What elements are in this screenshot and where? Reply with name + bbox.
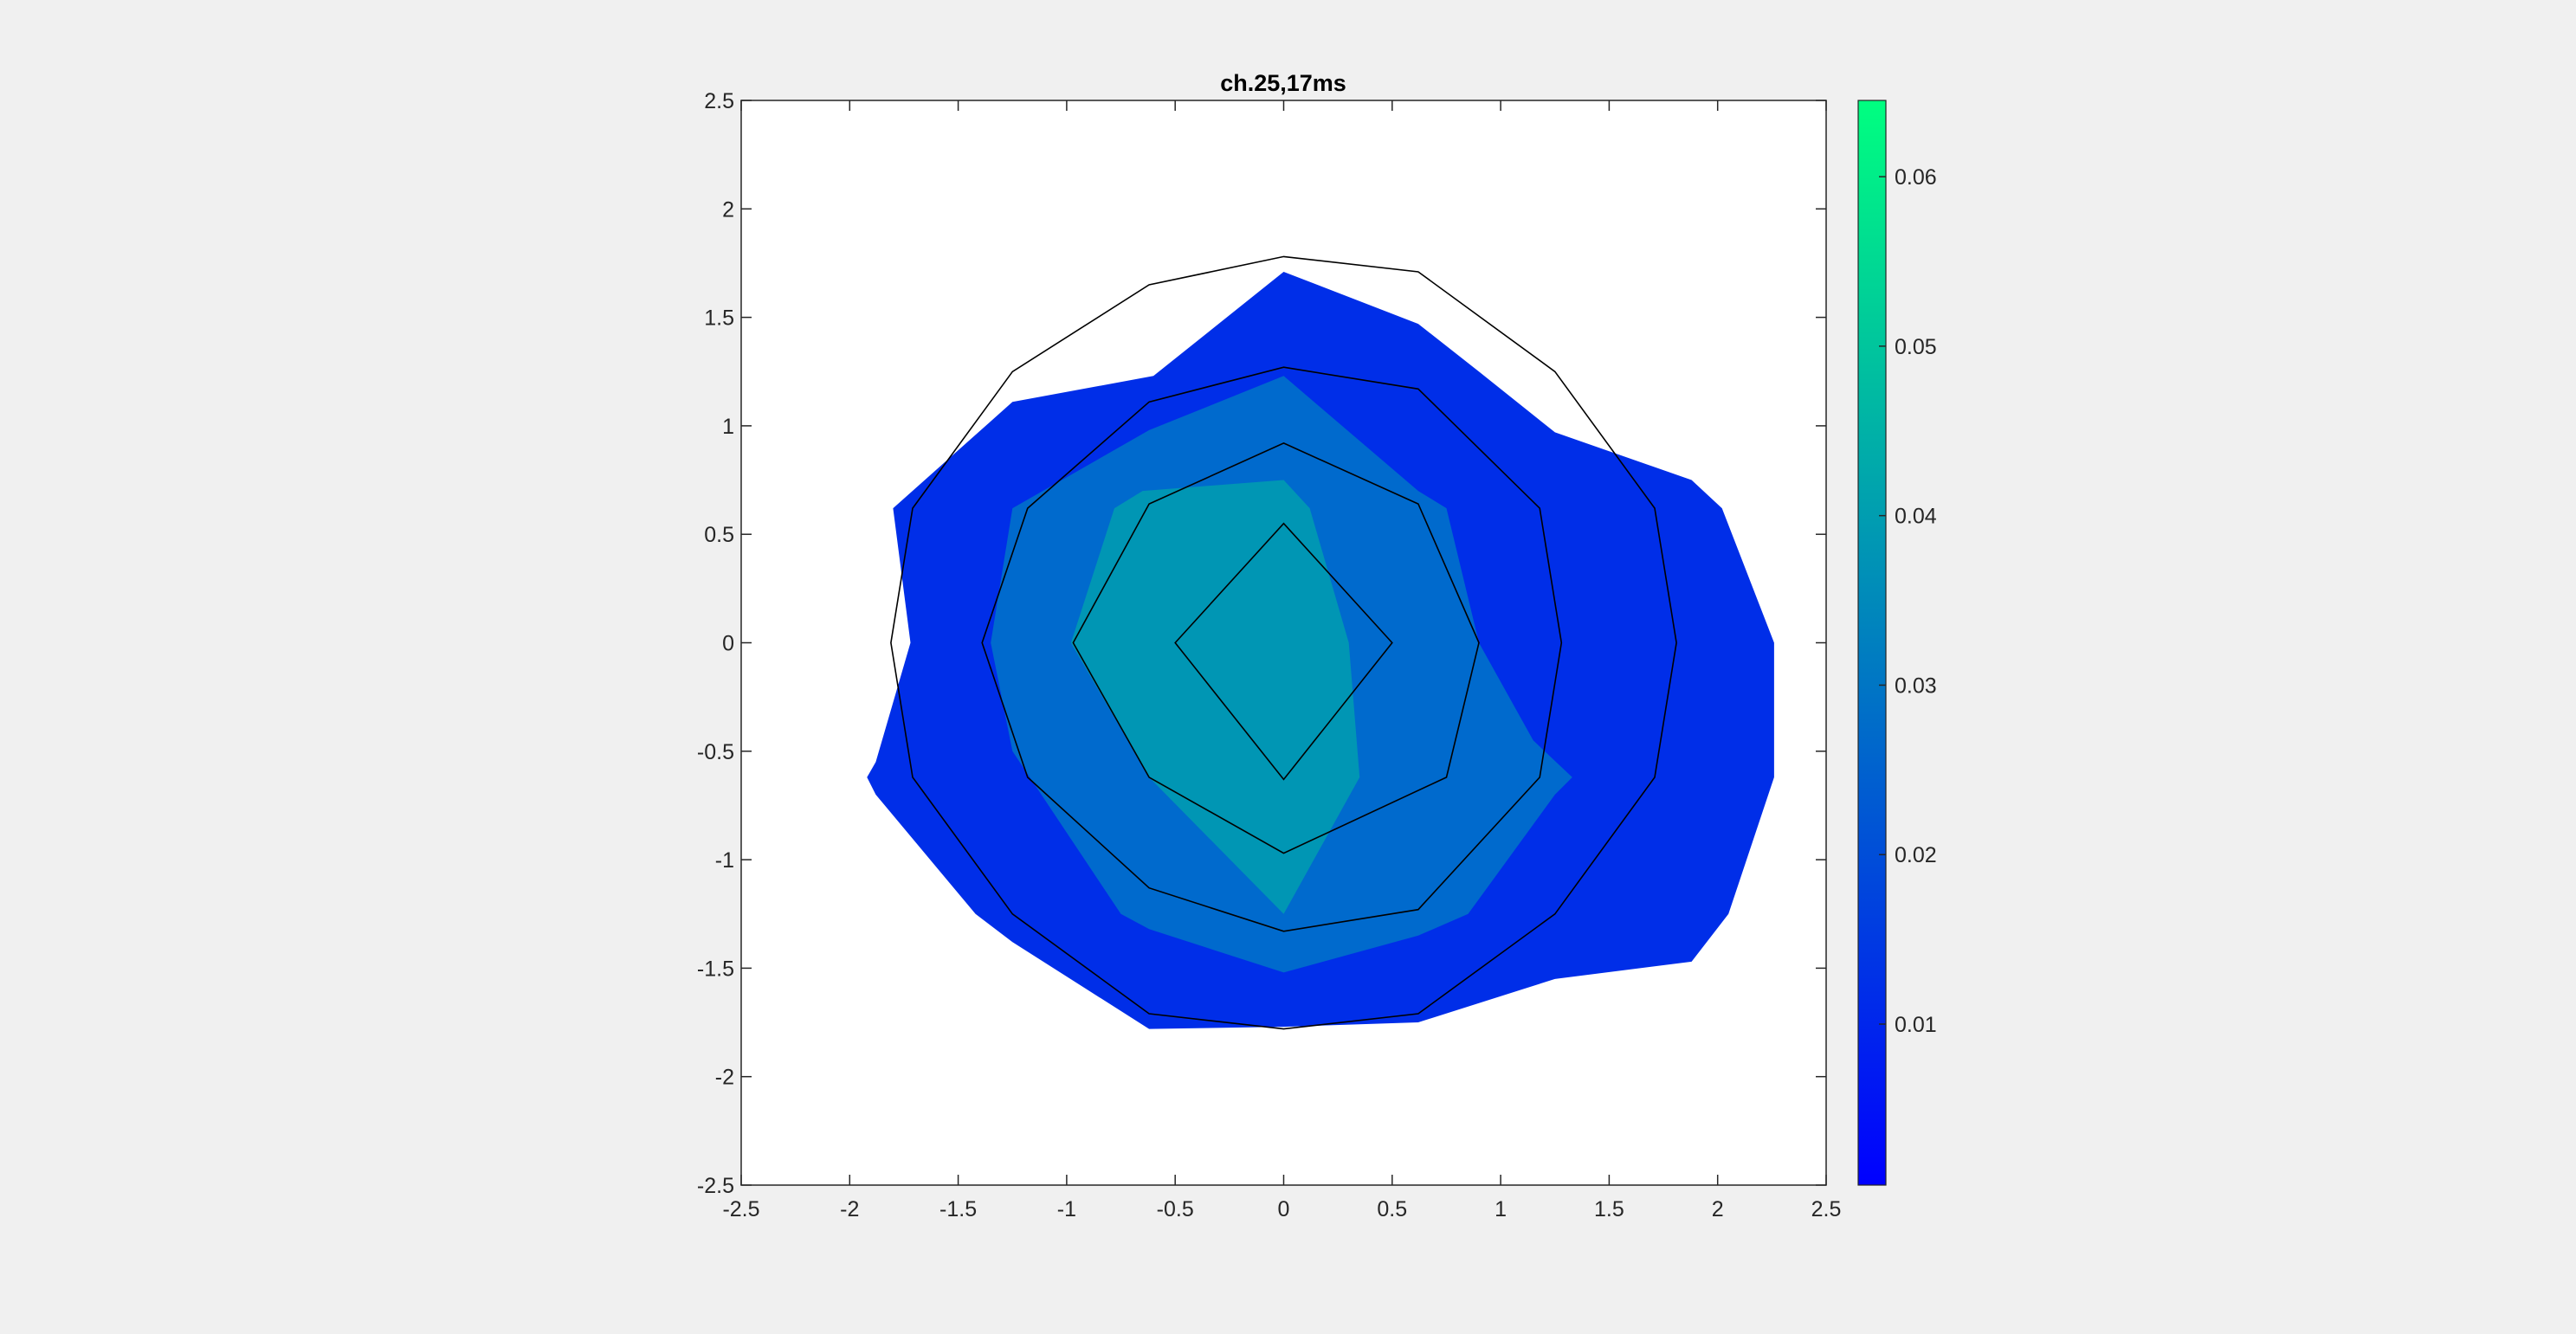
x-tick-label: 0.5 — [1377, 1197, 1407, 1221]
colorbar-tick-label: 0.01 — [1895, 1013, 1937, 1037]
y-tick-label: 0.5 — [704, 523, 734, 547]
y-axis: 2.5 2 1.5 1 0.5 0 -0.5 -1 -1.5 -2 -2.5 — [697, 89, 1826, 1198]
y-tick-label: 2 — [722, 197, 734, 222]
colorbar-tick-label: 0.05 — [1895, 335, 1937, 359]
x-tick-label: -0.5 — [1157, 1197, 1194, 1221]
contour-line-4 — [1174, 522, 1393, 781]
contour-line-1 — [890, 255, 1677, 1030]
y-tick-label: -0.5 — [697, 740, 734, 764]
y-tick-label: -1 — [715, 848, 734, 873]
contour-fill-level-3 — [1070, 480, 1360, 914]
x-tick-label: -2.5 — [722, 1197, 759, 1221]
y-tick-label: 0 — [722, 632, 734, 656]
y-tick-label: -2 — [715, 1066, 734, 1090]
contour-line-2 — [981, 366, 1563, 932]
contour-lines — [890, 255, 1677, 1030]
x-axis: -2.5 -2 -1.5 -1 -0.5 0 0.5 1 1.5 2 2.5 — [722, 100, 1841, 1221]
x-tick-label: -1 — [1057, 1197, 1076, 1221]
colorbar: 0.06 0.05 0.04 0.03 0.02 0.01 — [1857, 100, 1937, 1186]
x-tick-label: 2.5 — [1811, 1197, 1842, 1221]
y-tick-label: 1 — [722, 415, 734, 439]
contour-line-3 — [1072, 442, 1480, 854]
colorbar-tick-label: 0.04 — [1895, 505, 1937, 529]
colorbar-tick-label: 0.02 — [1895, 843, 1937, 867]
colorbar-ticks: 0.06 0.05 0.04 0.03 0.02 0.01 — [1879, 165, 1937, 1037]
colorbar-gradient — [1857, 100, 1887, 1186]
chart-title: ch.25,17ms — [1220, 70, 1346, 96]
y-tick-label: 1.5 — [704, 306, 734, 331]
colorbar-tick-label: 0.03 — [1895, 673, 1937, 698]
x-tick-label: -2 — [840, 1197, 859, 1221]
colorbar-tick-label: 0.06 — [1895, 165, 1937, 190]
y-tick-label: -2.5 — [697, 1174, 734, 1198]
x-tick-label: 1.5 — [1594, 1197, 1624, 1221]
x-tick-label: 0 — [1278, 1197, 1290, 1221]
x-tick-label: 1 — [1495, 1197, 1507, 1221]
x-tick-label: -1.5 — [939, 1197, 977, 1221]
y-tick-label: 2.5 — [704, 89, 734, 113]
x-tick-label: 2 — [1712, 1197, 1724, 1221]
y-tick-label: -1.5 — [697, 957, 734, 981]
